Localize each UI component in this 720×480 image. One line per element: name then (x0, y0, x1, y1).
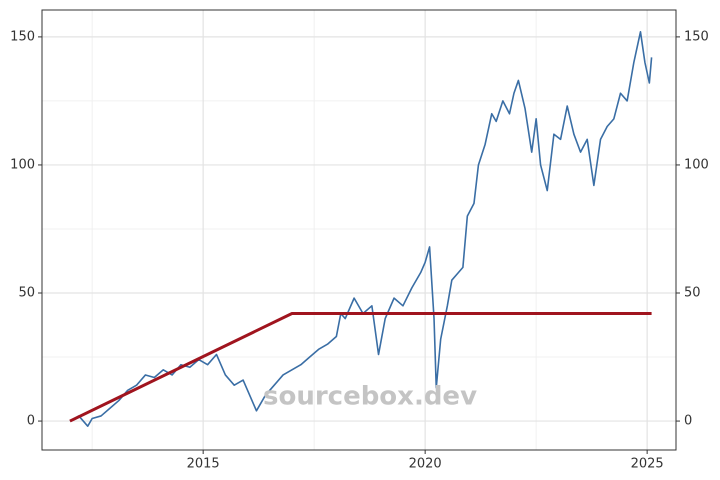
series-line (69, 311, 652, 423)
y2-tick-label: 150 (684, 29, 709, 44)
x-tick-label: 2020 (409, 457, 442, 472)
x-tick-label: 2015 (187, 457, 220, 472)
y2-tick-label: 50 (684, 286, 701, 301)
watermark: sourcebox.dev (263, 382, 477, 412)
y-tick-label: 100 (10, 157, 35, 172)
y2-tick-label: 0 (684, 414, 692, 429)
series-line (69, 30, 653, 427)
plot-border (41, 9, 677, 451)
y-tick-label: 150 (10, 29, 35, 44)
plot-layer (41, 9, 677, 451)
y-tick-label: 0 (27, 414, 35, 429)
x-tick-label: 2025 (631, 457, 664, 472)
y2-tick-label: 100 (684, 157, 709, 172)
y-tick-label: 50 (18, 286, 35, 301)
